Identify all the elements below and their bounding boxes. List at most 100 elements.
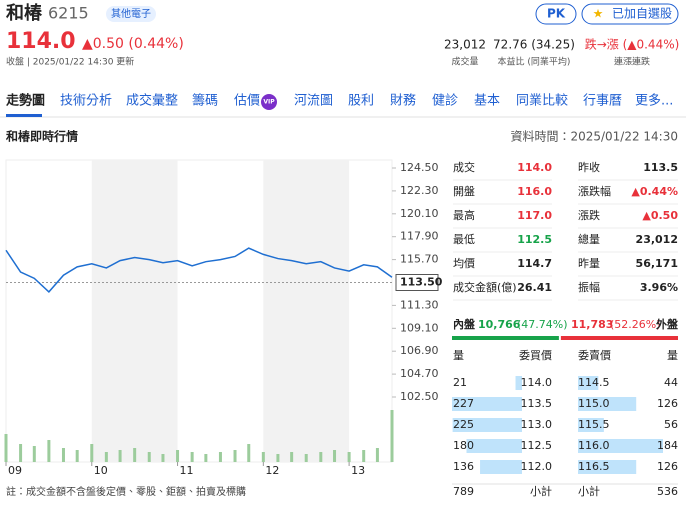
note: 註：成交金額不含盤後定價、零股、鉅額、拍賣及標購 — [6, 485, 246, 498]
quote-label: 振幅 — [578, 280, 600, 294]
ask-price: 116.0 — [578, 439, 610, 452]
volume-bar — [333, 450, 337, 462]
price: 114.0 — [6, 29, 76, 54]
bid-price: 112.0 — [521, 460, 553, 473]
bid-qty: 136 — [453, 460, 474, 473]
quote-label: 成交金額(億) — [453, 280, 517, 294]
tab[interactable]: 走勢圖 — [6, 93, 45, 109]
ask-price: 114.5 — [578, 376, 610, 389]
stat-label: 本益比 (同業平均) — [498, 56, 571, 68]
watch-label[interactable]: 已加自選股 — [612, 7, 672, 21]
quote-label: 成交 — [453, 160, 475, 174]
volume-bar — [19, 444, 23, 462]
tab[interactable]: 河流圖 — [294, 94, 333, 109]
volume-bar — [375, 448, 379, 462]
tab[interactable]: 股利 — [348, 94, 374, 109]
y-tick-label: 111.30 — [400, 298, 439, 311]
tab[interactable]: 健診 — [432, 93, 458, 109]
tab[interactable]: 財務 — [390, 94, 416, 109]
tab[interactable]: 行事曆 — [583, 94, 622, 109]
ask-bar — [578, 439, 663, 453]
bid-qty: 225 — [453, 418, 474, 431]
bid-total: 789 — [453, 485, 474, 498]
bid-bar — [480, 460, 522, 474]
quote-label: 均價 — [453, 256, 475, 270]
tab[interactable]: 籌碼 — [192, 94, 218, 109]
tab[interactable]: 基本 — [474, 94, 500, 109]
quote-value: 112.5 — [517, 233, 552, 246]
ask-bar — [578, 376, 599, 390]
tab[interactable]: 更多... — [635, 94, 673, 109]
pk-label[interactable]: PK — [547, 7, 566, 21]
total-label: 小計 — [530, 484, 552, 498]
volume-bar — [61, 448, 65, 462]
quote-value: 23,012 — [636, 233, 678, 246]
outer-pct: (52.26%) — [610, 318, 661, 331]
tab[interactable]: 技術分析 — [60, 94, 112, 109]
quote-value: ▲0.44% — [631, 185, 678, 198]
y-tick-label: 104.70 — [400, 367, 439, 380]
ask-qty: 184 — [657, 439, 678, 452]
quote-value: 114.7 — [517, 257, 552, 270]
vip-label: VIP — [263, 99, 275, 106]
ask-bar — [578, 418, 604, 432]
tab[interactable]: 成交彙整 — [126, 93, 178, 109]
y-tick-label: 102.50 — [400, 390, 439, 403]
quote-value: 3.96% — [640, 281, 678, 294]
quote-label: 昨收 — [578, 160, 600, 174]
ask-qty: 56 — [664, 418, 678, 431]
quote-label: 總量 — [578, 232, 600, 246]
outer-label: 外盤 — [656, 317, 678, 331]
bid-price: 114.0 — [521, 376, 553, 389]
volume-bar — [133, 448, 137, 462]
volume-bar — [218, 452, 222, 462]
quote-label: 最高 — [453, 208, 475, 222]
bid-price: 112.5 — [521, 439, 553, 452]
session-band — [263, 160, 350, 462]
badge[interactable]: 其他電子 — [111, 7, 151, 20]
volume-bar — [247, 444, 251, 462]
stock-name: 和椿 — [6, 2, 43, 24]
quote-label: 漲跌 — [578, 208, 600, 222]
vip-badge — [261, 94, 277, 110]
ask-price: 115.0 — [578, 397, 610, 410]
stat-value: 跌→漲 (▲0.44%) — [585, 37, 680, 52]
ask-price: 115.5 — [578, 418, 610, 431]
watch-button[interactable] — [581, 3, 679, 25]
bid-bar — [452, 418, 522, 432]
tab[interactable]: 同業比較 — [516, 93, 568, 109]
quote-value: 116.0 — [517, 185, 552, 198]
bid-price: 113.5 — [521, 397, 553, 410]
quote-value: 56,171 — [636, 257, 678, 270]
y-tick-label: 122.30 — [400, 184, 439, 197]
book-header: 委買價 — [519, 348, 552, 362]
inner-volume: 10,766 — [478, 318, 521, 331]
section-title: 和椿即時行情 — [5, 129, 78, 144]
volume-bar — [90, 444, 94, 462]
ask-bar — [578, 397, 637, 411]
pk-button[interactable] — [535, 3, 577, 25]
tab[interactable]: 估價 — [234, 94, 260, 109]
ask-qty: 44 — [664, 376, 678, 389]
volume-bar — [347, 452, 351, 462]
volume-bar — [4, 434, 8, 462]
reference-box — [395, 274, 439, 291]
volume-bar — [147, 452, 151, 462]
stat-label: 成交量 — [451, 56, 478, 68]
inner-pct: (47.74%) — [517, 318, 568, 331]
volume-bar — [304, 454, 308, 462]
quote-label: 開盤 — [453, 185, 475, 198]
volume-bar — [75, 450, 79, 462]
quote-value: ▲0.50 — [642, 209, 678, 222]
volume-bar — [204, 454, 208, 462]
book-header: 委賣價 — [578, 348, 611, 362]
ask-price: 116.5 — [578, 460, 610, 473]
bid-qty: 227 — [453, 397, 474, 410]
star-icon: ★ — [593, 7, 604, 21]
stat-label: 連漲連跌 — [614, 56, 650, 68]
quote-label: 漲跌幅 — [578, 184, 611, 198]
x-tick-label: 12 — [265, 464, 279, 477]
y-tick-label: 109.10 — [400, 321, 439, 334]
